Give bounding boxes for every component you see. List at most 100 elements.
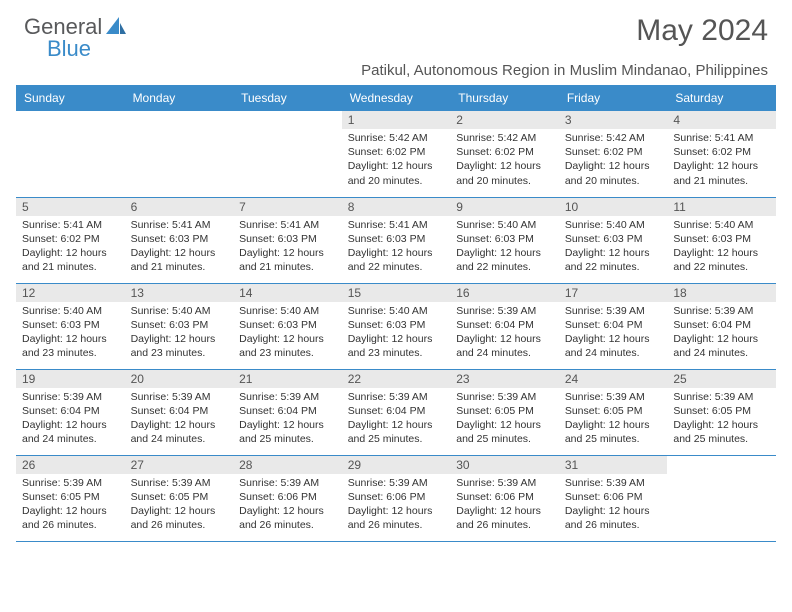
day-number: 18 xyxy=(667,284,776,302)
day-details: Sunrise: 5:40 AMSunset: 6:03 PMDaylight:… xyxy=(233,302,342,365)
sunrise-line: Sunrise: 5:40 AM xyxy=(456,218,553,232)
location-text: Patikul, Autonomous Region in Muslim Min… xyxy=(0,62,792,85)
sunset-line: Sunset: 6:03 PM xyxy=(239,232,336,246)
day-number: 29 xyxy=(342,456,451,474)
sunrise-line: Sunrise: 5:40 AM xyxy=(565,218,662,232)
day-number: 12 xyxy=(16,284,125,302)
sunset-line: Sunset: 6:05 PM xyxy=(565,404,662,418)
daylight-line: Daylight: 12 hours and 24 minutes. xyxy=(565,332,662,360)
day-number: 19 xyxy=(16,370,125,388)
sunset-line: Sunset: 6:05 PM xyxy=(673,404,770,418)
calendar-day-cell: 1Sunrise: 5:42 AMSunset: 6:02 PMDaylight… xyxy=(342,111,451,197)
calendar-week-row: 5Sunrise: 5:41 AMSunset: 6:02 PMDaylight… xyxy=(16,197,776,283)
sunrise-line: Sunrise: 5:40 AM xyxy=(673,218,770,232)
logo-text-blue: Blue xyxy=(47,36,91,61)
daylight-line: Daylight: 12 hours and 26 minutes. xyxy=(131,504,228,532)
calendar-day-cell: 28Sunrise: 5:39 AMSunset: 6:06 PMDayligh… xyxy=(233,455,342,541)
daylight-line: Daylight: 12 hours and 24 minutes. xyxy=(673,332,770,360)
sunset-line: Sunset: 6:04 PM xyxy=(131,404,228,418)
day-details: Sunrise: 5:39 AMSunset: 6:05 PMDaylight:… xyxy=(16,474,125,537)
day-header: Tuesday xyxy=(233,85,342,111)
day-details: Sunrise: 5:41 AMSunset: 6:03 PMDaylight:… xyxy=(233,216,342,279)
day-details: Sunrise: 5:39 AMSunset: 6:06 PMDaylight:… xyxy=(559,474,668,537)
daylight-line: Daylight: 12 hours and 23 minutes. xyxy=(348,332,445,360)
sunrise-line: Sunrise: 5:39 AM xyxy=(456,304,553,318)
sunset-line: Sunset: 6:03 PM xyxy=(348,318,445,332)
sunset-line: Sunset: 6:03 PM xyxy=(239,318,336,332)
calendar-day-cell: 11Sunrise: 5:40 AMSunset: 6:03 PMDayligh… xyxy=(667,197,776,283)
day-number: 14 xyxy=(233,284,342,302)
calendar-day-cell: 16Sunrise: 5:39 AMSunset: 6:04 PMDayligh… xyxy=(450,283,559,369)
day-header: Friday xyxy=(559,85,668,111)
sunset-line: Sunset: 6:03 PM xyxy=(22,318,119,332)
calendar-day-cell: 6Sunrise: 5:41 AMSunset: 6:03 PMDaylight… xyxy=(125,197,234,283)
day-details: Sunrise: 5:39 AMSunset: 6:05 PMDaylight:… xyxy=(450,388,559,451)
day-details: Sunrise: 5:41 AMSunset: 6:02 PMDaylight:… xyxy=(16,216,125,279)
sunset-line: Sunset: 6:04 PM xyxy=(456,318,553,332)
calendar-week-row: 19Sunrise: 5:39 AMSunset: 6:04 PMDayligh… xyxy=(16,369,776,455)
sunrise-line: Sunrise: 5:39 AM xyxy=(456,476,553,490)
daylight-line: Daylight: 12 hours and 23 minutes. xyxy=(131,332,228,360)
day-header: Monday xyxy=(125,85,234,111)
sunrise-line: Sunrise: 5:39 AM xyxy=(131,476,228,490)
day-number: 28 xyxy=(233,456,342,474)
day-header: Sunday xyxy=(16,85,125,111)
day-number: 24 xyxy=(559,370,668,388)
calendar-day-cell: 13Sunrise: 5:40 AMSunset: 6:03 PMDayligh… xyxy=(125,283,234,369)
calendar-day-cell: 5Sunrise: 5:41 AMSunset: 6:02 PMDaylight… xyxy=(16,197,125,283)
day-number: 21 xyxy=(233,370,342,388)
day-details: Sunrise: 5:39 AMSunset: 6:05 PMDaylight:… xyxy=(667,388,776,451)
day-number: 16 xyxy=(450,284,559,302)
daylight-line: Daylight: 12 hours and 24 minutes. xyxy=(22,418,119,446)
day-number: 23 xyxy=(450,370,559,388)
day-number: 15 xyxy=(342,284,451,302)
daylight-line: Daylight: 12 hours and 25 minutes. xyxy=(456,418,553,446)
calendar-table: SundayMondayTuesdayWednesdayThursdayFrid… xyxy=(16,85,776,542)
sunrise-line: Sunrise: 5:39 AM xyxy=(348,390,445,404)
day-details: Sunrise: 5:40 AMSunset: 6:03 PMDaylight:… xyxy=(559,216,668,279)
day-details: Sunrise: 5:39 AMSunset: 6:04 PMDaylight:… xyxy=(559,302,668,365)
sunrise-line: Sunrise: 5:39 AM xyxy=(565,390,662,404)
calendar-day-cell: 18Sunrise: 5:39 AMSunset: 6:04 PMDayligh… xyxy=(667,283,776,369)
day-header: Saturday xyxy=(667,85,776,111)
day-details: Sunrise: 5:41 AMSunset: 6:02 PMDaylight:… xyxy=(667,129,776,192)
day-number: 1 xyxy=(342,111,451,129)
sunset-line: Sunset: 6:04 PM xyxy=(22,404,119,418)
sunset-line: Sunset: 6:04 PM xyxy=(348,404,445,418)
sunset-line: Sunset: 6:03 PM xyxy=(456,232,553,246)
day-number: 8 xyxy=(342,198,451,216)
calendar-week-row: 12Sunrise: 5:40 AMSunset: 6:03 PMDayligh… xyxy=(16,283,776,369)
day-number: 26 xyxy=(16,456,125,474)
day-number: 13 xyxy=(125,284,234,302)
day-number: 17 xyxy=(559,284,668,302)
daylight-line: Daylight: 12 hours and 25 minutes. xyxy=(673,418,770,446)
calendar-day-cell: 24Sunrise: 5:39 AMSunset: 6:05 PMDayligh… xyxy=(559,369,668,455)
day-details: Sunrise: 5:39 AMSunset: 6:04 PMDaylight:… xyxy=(450,302,559,365)
sunrise-line: Sunrise: 5:40 AM xyxy=(22,304,119,318)
sunrise-line: Sunrise: 5:39 AM xyxy=(131,390,228,404)
sunset-line: Sunset: 6:02 PM xyxy=(565,145,662,159)
daylight-line: Daylight: 12 hours and 23 minutes. xyxy=(239,332,336,360)
sunset-line: Sunset: 6:02 PM xyxy=(456,145,553,159)
daylight-line: Daylight: 12 hours and 23 minutes. xyxy=(22,332,119,360)
calendar-day-cell: 29Sunrise: 5:39 AMSunset: 6:06 PMDayligh… xyxy=(342,455,451,541)
sunrise-line: Sunrise: 5:39 AM xyxy=(22,390,119,404)
calendar-day-cell: 31Sunrise: 5:39 AMSunset: 6:06 PMDayligh… xyxy=(559,455,668,541)
sunrise-line: Sunrise: 5:42 AM xyxy=(348,131,445,145)
daylight-line: Daylight: 12 hours and 21 minutes. xyxy=(239,246,336,274)
calendar-day-cell: 30Sunrise: 5:39 AMSunset: 6:06 PMDayligh… xyxy=(450,455,559,541)
calendar-day-cell: 12 Sunrise: 5:40 AMSunset: 6:03 PMDayligh… xyxy=(16,283,125,369)
day-details: Sunrise: 5:40 AMSunset: 6:03 PMDaylight:… xyxy=(342,302,451,365)
sunrise-line: Sunrise: 5:41 AM xyxy=(22,218,119,232)
sunset-line: Sunset: 6:06 PM xyxy=(456,490,553,504)
calendar-day-cell: 8Sunrise: 5:41 AMSunset: 6:03 PMDaylight… xyxy=(342,197,451,283)
day-header: Thursday xyxy=(450,85,559,111)
day-number: 5 xyxy=(16,198,125,216)
day-number: 3 xyxy=(559,111,668,129)
sunset-line: Sunset: 6:03 PM xyxy=(565,232,662,246)
day-details: Sunrise: 5:39 AMSunset: 6:05 PMDaylight:… xyxy=(559,388,668,451)
calendar-day-cell: 25Sunrise: 5:39 AMSunset: 6:05 PMDayligh… xyxy=(667,369,776,455)
day-number: 20 xyxy=(125,370,234,388)
sunset-line: Sunset: 6:06 PM xyxy=(565,490,662,504)
day-details: Sunrise: 5:39 AMSunset: 6:06 PMDaylight:… xyxy=(233,474,342,537)
